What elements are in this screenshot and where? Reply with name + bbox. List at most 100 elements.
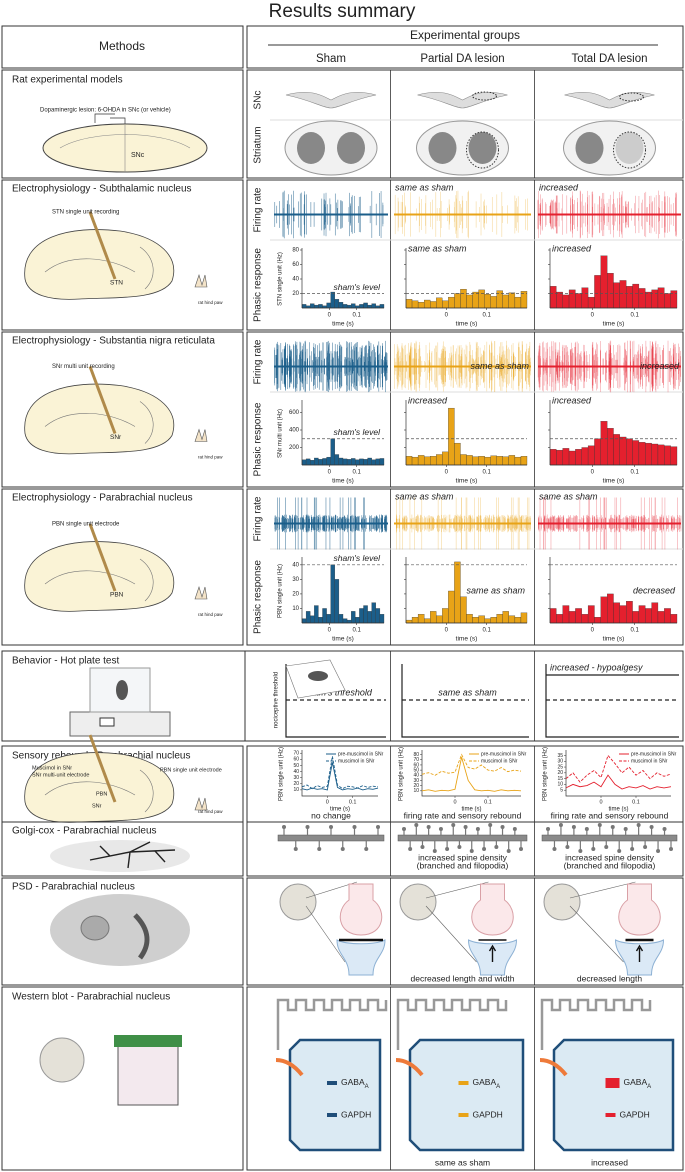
- hist-bar: [351, 611, 356, 624]
- hist-bar: [367, 611, 372, 624]
- hist-bar: [581, 614, 589, 624]
- hist-bar: [472, 617, 479, 624]
- hist-bar: [314, 304, 319, 309]
- title: Results summary: [269, 1, 416, 22]
- hist-bar: [562, 294, 570, 309]
- x-tick-label: 0: [328, 628, 332, 634]
- hist-bar: [326, 614, 331, 624]
- group-note: same as sham: [395, 491, 454, 501]
- spine-head: [293, 847, 298, 851]
- hist-bar: [322, 458, 327, 466]
- protein-label: GABAA: [473, 1077, 501, 1089]
- x-tick-label: 0: [445, 470, 449, 476]
- section-box: [246, 821, 684, 877]
- lesion-outline: [466, 131, 499, 169]
- y-tick-label: 70: [413, 757, 419, 763]
- hist-bar: [484, 456, 491, 466]
- spine-head: [340, 847, 345, 851]
- section-box: [246, 179, 684, 331]
- legend-label: muscimol in SNr: [481, 758, 518, 764]
- spine-head: [584, 827, 589, 831]
- hist-bar: [423, 618, 431, 624]
- hist-bar: [334, 454, 340, 466]
- brain-icon: [399, 883, 437, 921]
- lesion-outline: [472, 91, 497, 101]
- hist-bar: [619, 605, 627, 624]
- diagram-label: PBN single unit electrode: [160, 767, 222, 773]
- x-tick-label: 0.1: [352, 470, 361, 476]
- group-note: increased: [552, 395, 592, 405]
- diagram-label: Muscimol in SNr: [32, 765, 72, 771]
- hist-bar: [670, 614, 678, 624]
- section-box: [1, 650, 684, 742]
- diagram-label: STN: [110, 280, 123, 287]
- hist-bar: [514, 617, 522, 624]
- gel-apparatus: [117, 1044, 179, 1106]
- spine-head: [519, 847, 523, 851]
- paw-icon: [194, 586, 208, 600]
- hist-bar: [594, 617, 601, 624]
- y-tick-label: 40: [413, 773, 419, 779]
- hist-bar: [301, 618, 307, 624]
- section-title: Behavior - Hot plate test: [12, 656, 119, 667]
- row-label: Striatum: [253, 126, 264, 163]
- x-tick-label: 0.1: [630, 313, 639, 319]
- hist-bar: [367, 304, 372, 309]
- section-box: [246, 69, 684, 179]
- coronal-detail: [59, 125, 191, 172]
- neuron-image: [89, 841, 176, 869]
- transfer-arrow: [275, 1058, 304, 1077]
- snc-slice: [564, 91, 655, 109]
- row-label: Firing rate: [253, 187, 264, 232]
- section-box: [1, 69, 244, 179]
- hist-bar: [405, 299, 413, 309]
- snc-slice: [285, 91, 377, 109]
- spine-head: [591, 847, 596, 851]
- y-tick-label: 400: [289, 428, 300, 434]
- spine-head: [571, 825, 576, 829]
- spine-head: [623, 827, 628, 831]
- dendrite: [541, 834, 678, 842]
- spine-head: [352, 825, 357, 829]
- x-axis-label: time (s): [332, 478, 354, 485]
- rebound-line: [421, 757, 522, 792]
- hist-bar: [338, 614, 344, 624]
- hist-bar: [342, 618, 348, 624]
- hist-bar: [460, 596, 467, 624]
- hist-bar: [607, 593, 614, 624]
- caption: increased spine density: [565, 852, 655, 862]
- hist-bar: [417, 614, 425, 624]
- hist-bar: [502, 611, 509, 624]
- hist-bar: [600, 421, 608, 466]
- spine-head: [610, 825, 615, 829]
- caption: same as sham: [435, 1157, 490, 1167]
- hist-bar: [520, 612, 528, 624]
- hist-bar: [430, 456, 437, 466]
- y-axis-label: STN single unit (Hz): [278, 252, 284, 306]
- hist-bar: [411, 456, 419, 466]
- hotplate-base: [69, 711, 171, 737]
- row-label: SNc: [253, 91, 264, 110]
- y-tick-label: 30: [413, 778, 419, 784]
- brain-detail: [44, 558, 154, 602]
- section-title: Electrophysiology - Substantia nigra ret…: [12, 336, 215, 347]
- protein-name: GABA: [473, 1077, 497, 1087]
- band: [458, 1081, 469, 1085]
- arrow: [488, 944, 497, 962]
- section-title: Electrophysiology - Parabrachial nucleus: [12, 493, 193, 504]
- y-axis-label: PBN single unit (Hz): [543, 747, 549, 801]
- protein-label: GABAA: [341, 1077, 369, 1089]
- presynaptic: [339, 883, 383, 936]
- em-image: [50, 894, 190, 966]
- hist-bar: [436, 615, 443, 624]
- group-name: Total DA lesion: [571, 53, 647, 65]
- group-note: increased: [552, 243, 592, 253]
- hist-bar: [411, 617, 419, 624]
- hist-bar: [379, 614, 385, 624]
- x-tick-label: 0.1: [482, 313, 491, 319]
- hist-bar: [371, 602, 376, 624]
- membrane: [408, 1038, 525, 1152]
- hist-bar: [322, 608, 327, 624]
- band: [605, 1113, 616, 1117]
- electrode: [88, 523, 117, 592]
